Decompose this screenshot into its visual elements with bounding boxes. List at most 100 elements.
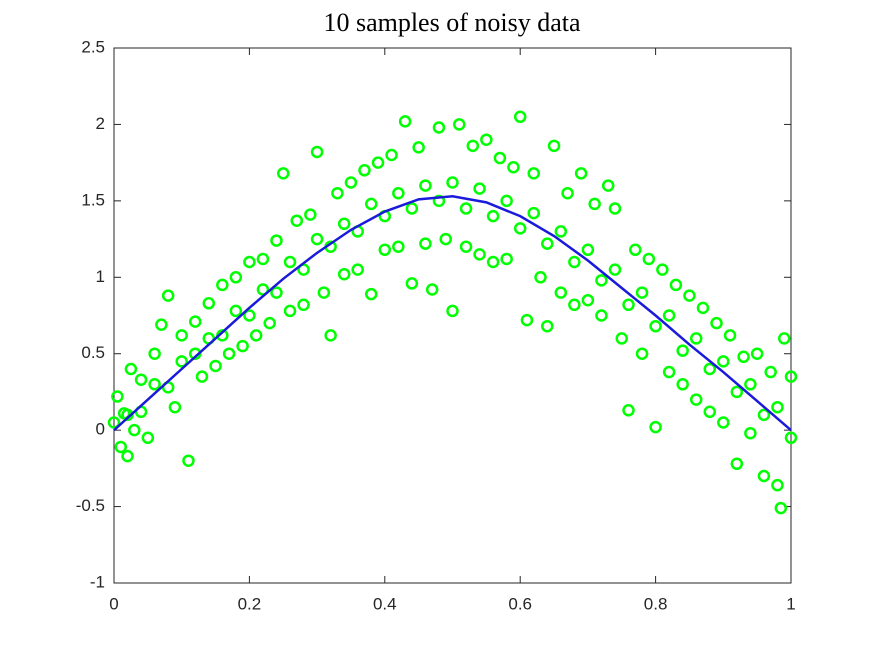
scatter-point [547,139,561,153]
scatter-point [392,240,405,253]
scatter-point [331,186,344,200]
scatter-point [642,252,656,266]
scatter-point [432,121,446,134]
scatter-point [412,141,425,154]
scatter-point [710,316,723,330]
scatter-point [717,416,730,429]
scatter-point [703,405,717,419]
scatter-point [581,243,595,257]
y-tick-label: -0.5 [76,496,105,515]
scatter-point [148,347,161,360]
scatter-point [703,362,717,376]
scatter-point [216,278,229,292]
scatter-point [662,365,676,379]
x-tick-label: 0.8 [644,594,668,613]
scatter-point [689,332,703,345]
scatter-point [304,208,317,221]
x-tick-label: 0 [109,594,118,613]
scatter-point [635,347,649,360]
scatter-point [432,194,446,208]
y-tick-label: 1.5 [81,190,105,209]
scatter-point [513,110,527,124]
scatter-point [500,252,513,266]
scatter-point [554,286,568,299]
scatter-point [405,202,419,215]
scatter-point [337,267,351,281]
scatter-point [777,332,791,345]
y-tick-label: 0.5 [81,343,105,362]
scatter-point [263,316,276,330]
chart-title: 10 samples of noisy data [323,8,581,37]
scatter-point [188,315,202,328]
scatter-point [581,293,595,307]
scatter-point [385,148,398,162]
scatter-point [141,431,155,445]
scatter-point [155,318,168,331]
scatter-point [730,385,744,399]
scatter-point [554,225,568,238]
scatter-point [771,400,784,414]
y-tick-label: 1 [96,267,105,286]
scatter-point [351,263,364,276]
scatter-point [256,283,270,296]
scatter-point [290,214,304,227]
scatter-point [121,449,134,463]
scatter-point [124,362,138,376]
scatter-point [635,286,649,299]
y-tick-label: 2 [96,114,105,133]
scatter-point [669,278,683,292]
scatter-point [195,370,209,383]
scatter-point [656,263,669,276]
scatter-point [480,133,493,146]
scatter-point [561,186,574,200]
scatter-point [676,344,689,357]
line [113,195,792,432]
scatter-point [459,202,473,215]
scatter-point [446,304,459,318]
scatter-point [236,339,249,353]
x-tick-label: 0.2 [238,594,262,613]
y-tick-label: 2.5 [81,37,105,56]
scatter-point [453,118,466,131]
scatter-point [358,164,371,177]
scatter-point [493,151,507,165]
scatter-point [662,309,676,322]
scatter-point [615,332,628,345]
scatter-point [229,271,243,284]
scatter-point [608,263,622,276]
scatter-point [534,271,547,284]
scatter-point [168,400,182,414]
scatter-point [500,194,513,208]
scatter-point [128,423,141,437]
scatter-point [784,370,798,383]
x-tick-label: 0.6 [508,594,532,613]
scatter-point [310,232,324,246]
scatter-point [270,234,283,247]
scatter-point [324,329,337,342]
scatter-point [473,182,486,195]
scatter-point [595,274,608,287]
scatter-point [723,329,737,342]
scatter-point [683,289,696,302]
scatter-point [243,309,256,322]
scatter-point [310,145,324,159]
scatter-point [771,478,784,492]
scatter-point [568,255,581,269]
scatter-point [344,176,358,189]
scatter-point [774,501,788,515]
scatter-point [297,298,310,312]
scatter-point [466,139,480,153]
scatter-point [541,319,554,333]
scatter-point [392,186,405,200]
scatter-point [601,179,615,192]
scatter-point [730,457,744,471]
scatter-point [649,319,662,333]
scatter-point [764,365,777,379]
scatter-point [209,359,222,373]
scatter-point [148,378,161,391]
scatter-point [568,298,581,312]
scatter-point [222,347,236,360]
scatter-point [317,286,331,299]
